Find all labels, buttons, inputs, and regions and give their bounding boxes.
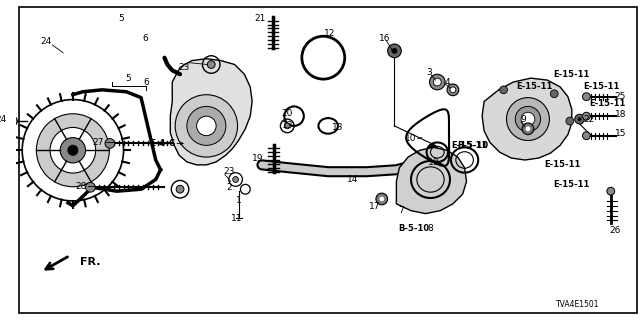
Text: 10: 10: [405, 134, 417, 143]
Circle shape: [447, 84, 459, 96]
Circle shape: [450, 87, 456, 93]
Text: FR.: FR.: [80, 257, 100, 267]
Text: 23: 23: [179, 63, 189, 72]
Text: 21: 21: [254, 14, 266, 23]
Circle shape: [550, 90, 558, 98]
Text: 24: 24: [40, 36, 51, 46]
Text: 6: 6: [142, 34, 148, 43]
Text: E-15-11: E-15-11: [554, 180, 590, 189]
Circle shape: [582, 132, 590, 140]
Circle shape: [566, 117, 573, 125]
Text: E-15-11: E-15-11: [451, 141, 488, 150]
Text: 27: 27: [93, 138, 104, 147]
Text: E-15-11: E-15-11: [554, 70, 590, 79]
Circle shape: [582, 93, 590, 100]
Text: 26: 26: [609, 226, 620, 235]
Circle shape: [175, 95, 237, 157]
Text: 5: 5: [125, 74, 131, 83]
Text: 4: 4: [444, 77, 450, 86]
Circle shape: [233, 177, 239, 182]
Text: 9: 9: [520, 115, 526, 124]
Circle shape: [105, 139, 115, 148]
Circle shape: [392, 48, 397, 54]
Circle shape: [433, 78, 441, 86]
Polygon shape: [396, 147, 467, 213]
Text: E-15-11: E-15-11: [589, 99, 626, 108]
Text: 8: 8: [428, 224, 433, 233]
Text: 15: 15: [615, 129, 627, 138]
Polygon shape: [170, 59, 252, 165]
Circle shape: [196, 116, 216, 136]
Circle shape: [207, 60, 215, 68]
Text: 16: 16: [379, 34, 390, 43]
Circle shape: [380, 196, 384, 201]
Text: 3: 3: [427, 68, 433, 77]
Circle shape: [284, 123, 290, 129]
Text: E-4-6: E-4-6: [149, 139, 175, 148]
Text: 1: 1: [236, 196, 241, 205]
Circle shape: [521, 112, 535, 126]
Text: 11: 11: [231, 214, 243, 223]
Text: 20: 20: [282, 109, 293, 118]
Circle shape: [575, 114, 584, 124]
Circle shape: [506, 98, 549, 140]
Polygon shape: [482, 78, 572, 160]
Text: 18: 18: [615, 110, 627, 119]
Text: 12: 12: [324, 29, 336, 38]
Text: 17: 17: [369, 202, 381, 211]
Circle shape: [8, 116, 17, 126]
Text: E-15-11: E-15-11: [583, 83, 620, 92]
Circle shape: [36, 114, 109, 187]
Text: 5: 5: [118, 14, 124, 23]
Circle shape: [187, 107, 226, 145]
Text: E-15-11: E-15-11: [516, 83, 553, 92]
Text: B-5-10: B-5-10: [398, 224, 429, 233]
Circle shape: [522, 123, 534, 135]
Circle shape: [60, 138, 86, 163]
Circle shape: [176, 185, 184, 193]
Text: 19: 19: [252, 154, 264, 163]
Circle shape: [86, 182, 95, 192]
Text: 7: 7: [398, 206, 404, 215]
Circle shape: [578, 117, 582, 121]
Circle shape: [582, 112, 590, 120]
Text: 13: 13: [332, 123, 344, 132]
Text: 2: 2: [226, 183, 232, 192]
Circle shape: [388, 44, 401, 58]
Text: 22: 22: [584, 115, 595, 124]
Text: 19: 19: [428, 158, 439, 167]
Text: B-5-10: B-5-10: [457, 141, 488, 150]
Circle shape: [515, 107, 541, 132]
Text: TVA4E1501: TVA4E1501: [556, 300, 599, 309]
Text: 25: 25: [615, 92, 626, 101]
Circle shape: [50, 127, 95, 173]
Circle shape: [68, 145, 78, 155]
Text: 14: 14: [347, 175, 358, 184]
Text: 6: 6: [143, 77, 149, 86]
Text: E-15-11: E-15-11: [544, 160, 580, 169]
Circle shape: [500, 86, 508, 94]
Text: 28: 28: [75, 182, 86, 191]
Text: 24: 24: [0, 115, 6, 124]
Circle shape: [607, 187, 614, 195]
Text: 23: 23: [223, 167, 234, 176]
Circle shape: [525, 126, 531, 131]
Circle shape: [429, 74, 445, 90]
Circle shape: [376, 193, 388, 205]
Text: 13: 13: [282, 121, 293, 130]
